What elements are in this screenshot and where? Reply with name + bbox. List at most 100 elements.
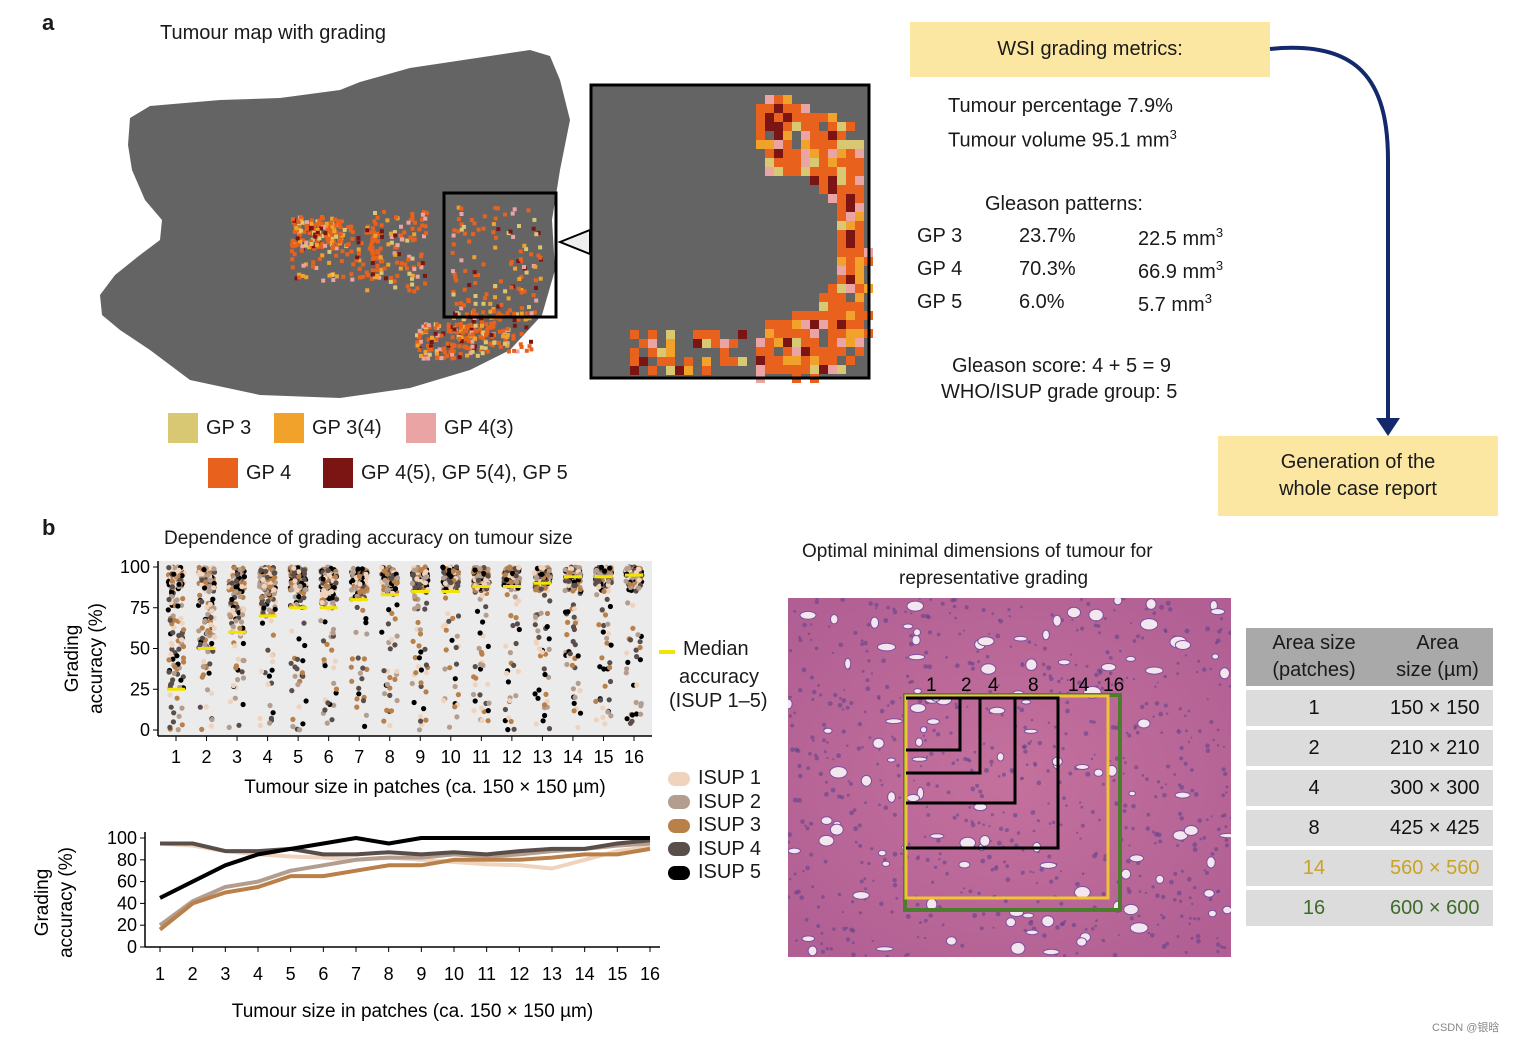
nucleus — [1125, 731, 1129, 735]
grading-dot — [334, 246, 339, 251]
nucleus — [966, 705, 969, 708]
square-label: 1 — [926, 675, 937, 696]
scatter-point — [503, 643, 509, 649]
scatter-x-tick-label: 10 — [441, 747, 461, 767]
nucleus — [857, 823, 862, 828]
nucleus — [935, 784, 939, 788]
inset-grading-dot — [855, 347, 864, 356]
nucleus — [1179, 745, 1184, 751]
gland-lumen — [1042, 629, 1050, 641]
grading-dot — [434, 349, 439, 354]
nucleus — [988, 632, 991, 635]
gland-lumen — [1129, 922, 1149, 934]
scatter-point — [300, 721, 306, 727]
nucleus — [1096, 624, 1101, 628]
square-14 — [904, 694, 1110, 900]
scatter-point — [392, 642, 398, 648]
grading-dot — [505, 326, 510, 331]
grading-dot — [339, 259, 344, 264]
grading-dot — [331, 244, 336, 249]
grading-dot — [300, 238, 305, 243]
inset-grading-dot — [846, 203, 855, 212]
grading-dot — [472, 344, 477, 349]
nucleus — [1179, 785, 1185, 790]
line-y-tick-label: 60 — [117, 872, 137, 892]
scatter-point — [511, 662, 517, 668]
grading-dot — [513, 266, 518, 271]
grading-dot — [309, 242, 314, 246]
nucleus — [808, 751, 812, 756]
nucleus — [794, 890, 799, 895]
nucleus — [1127, 733, 1132, 738]
scatter-point — [181, 627, 187, 633]
line-x-tick-label: 7 — [351, 964, 361, 984]
nucleus — [849, 810, 854, 816]
scatter-point — [363, 712, 369, 718]
gland-lumen — [887, 791, 896, 803]
scatter-point — [348, 664, 354, 670]
nucleus — [1023, 725, 1027, 730]
grading-dot — [300, 244, 305, 249]
nucleus — [990, 813, 994, 817]
grading-dot — [524, 311, 529, 316]
grading-dot — [426, 323, 431, 328]
grading-dot — [292, 229, 297, 234]
nucleus — [788, 832, 792, 838]
scatter-point — [236, 722, 242, 728]
scatter-point — [409, 580, 415, 587]
grading-dot — [354, 258, 359, 263]
table-header-size: Area size (µm) — [1382, 628, 1493, 686]
nucleus — [917, 855, 920, 858]
scatter-point — [566, 582, 572, 588]
grading-dot — [419, 265, 424, 270]
grading-dot — [408, 235, 413, 240]
nucleus — [1005, 864, 1010, 869]
grading-dot — [326, 236, 331, 241]
table-row: 14 560 × 560 — [1246, 850, 1493, 886]
grading-dot — [448, 350, 453, 355]
grading-dot — [527, 344, 532, 349]
inset-grading-dot — [630, 348, 639, 357]
nucleus — [1217, 889, 1221, 893]
grading-dot — [407, 288, 412, 293]
nucleus — [1025, 763, 1029, 766]
table-cell-patches: 8 — [1246, 810, 1382, 846]
nucleus — [852, 808, 857, 812]
scatter-point — [479, 651, 485, 657]
nucleus — [956, 758, 959, 762]
scatter-point — [470, 691, 477, 698]
inset-grading-dot — [783, 347, 792, 356]
nucleus — [883, 805, 889, 810]
grading-dot — [382, 266, 387, 271]
nucleus — [1079, 837, 1082, 840]
scatter-point — [627, 581, 633, 587]
nucleus — [832, 758, 835, 761]
scatter-point — [455, 613, 462, 619]
scatter-point — [178, 677, 184, 683]
inset-grading-dot — [810, 167, 819, 176]
grading-dot — [486, 349, 490, 354]
scatter-point — [348, 587, 355, 593]
line-x-tick-label: 11 — [477, 964, 496, 984]
nucleus — [1009, 838, 1014, 843]
nucleus — [796, 797, 802, 803]
gland-lumen — [820, 816, 833, 826]
nucleus — [1192, 842, 1198, 848]
scatter-point — [300, 658, 306, 664]
inset-grading-dot — [846, 275, 855, 284]
line-x-tick-label: 5 — [286, 964, 296, 984]
nucleus — [858, 911, 862, 915]
inset-grading-dot — [855, 284, 864, 293]
nucleus — [1075, 951, 1079, 955]
grading-dot — [418, 333, 422, 338]
scatter-point — [291, 569, 297, 575]
nucleus — [900, 852, 903, 855]
grading-dot — [509, 260, 514, 264]
scatter-point — [472, 682, 478, 688]
inset-grading-dot — [774, 338, 783, 347]
zoom-pointer — [557, 228, 591, 256]
grading-dot — [452, 327, 457, 332]
grading-dot — [531, 293, 536, 298]
grading-dot — [419, 354, 423, 358]
